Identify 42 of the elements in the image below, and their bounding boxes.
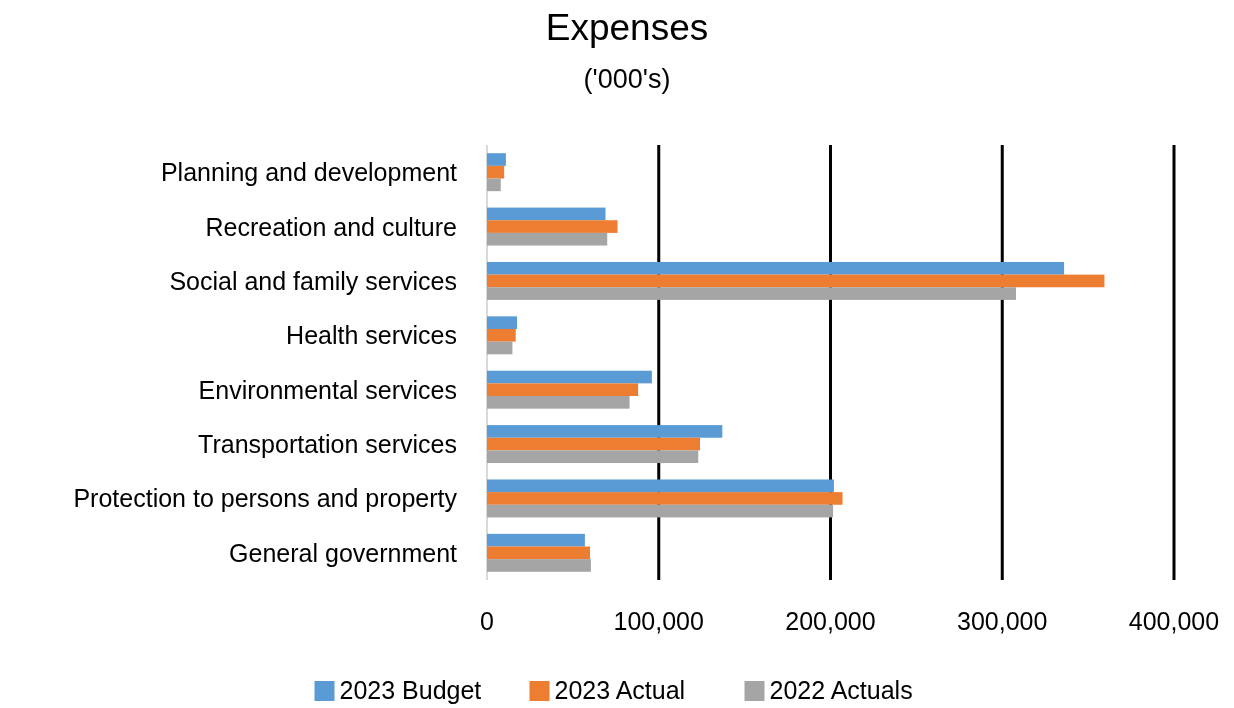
bar [487,450,699,464]
bar [487,287,1016,300]
y-tick-label: Protection to persons and property [73,484,458,513]
y-tick-label: Planning and development [160,158,458,187]
bar [487,437,700,451]
x-tick-label: 200,000 [785,607,876,635]
y-tick-label: General government [229,538,458,567]
bar [487,546,591,560]
bar [487,396,630,409]
bar [487,220,618,233]
bar [487,559,591,572]
x-tick-label: 300,000 [957,607,1048,635]
chart-subtitle: ('000's) [583,64,671,94]
legend-label: 2023 Actual [554,676,686,704]
y-tick-label: Recreation and culture [205,212,457,241]
legend-label: 2022 Actuals [769,676,913,704]
bar [487,479,834,493]
bar [487,492,843,505]
bar [487,261,1065,275]
bar [487,232,608,246]
bar [487,383,639,397]
bar [487,533,585,547]
bar [487,328,516,342]
bar [487,316,518,329]
bar [487,341,513,355]
bar [487,370,652,384]
bar [487,425,723,438]
y-tick-label: Transportation services [198,430,457,459]
bar [487,274,1105,288]
bar [487,504,834,518]
y-tick-label: Social and family services [169,266,457,295]
y-tick-label: Environmental services [198,375,457,404]
bar [487,178,501,192]
bar [487,153,506,166]
y-tick-label: Health services [286,321,457,350]
bar [487,165,505,179]
chart-title: Expenses [545,7,709,48]
legend-label: 2023 Budget [339,676,482,704]
x-tick-label: 0 [480,607,494,635]
bar [487,207,606,221]
x-tick-label: 400,000 [1128,607,1220,635]
x-tick-label: 100,000 [613,607,704,635]
